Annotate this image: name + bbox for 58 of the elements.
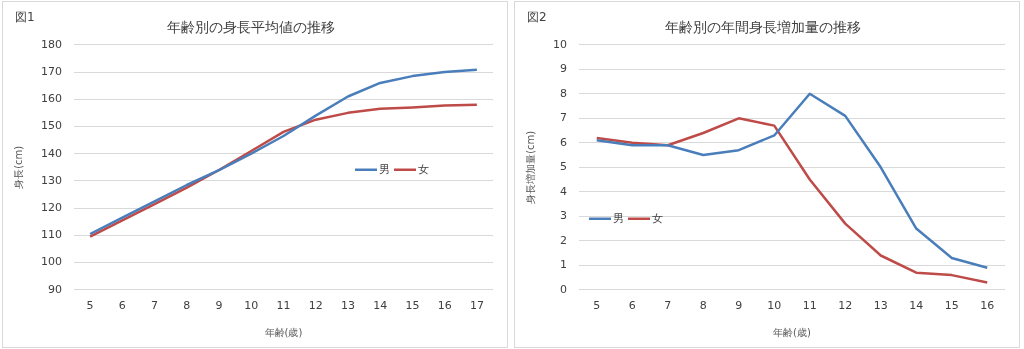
legend-label: 女: [418, 162, 429, 176]
x-tick-label: 8: [699, 299, 707, 313]
y-tick-label: 10: [553, 37, 567, 51]
y-tick-label: 0: [560, 282, 567, 296]
x-tick-label: 12: [308, 299, 323, 313]
x-tick-label: 6: [628, 299, 636, 313]
x-tick-label: 11: [276, 299, 291, 313]
x-tick-label: 16: [980, 299, 995, 313]
y-tick-label: 6: [560, 135, 567, 149]
x-tick-label: 12: [838, 299, 853, 313]
x-tick-label: 13: [873, 299, 888, 313]
legend-label: 男: [613, 211, 624, 225]
y-tick-label: 170: [41, 64, 62, 78]
x-tick-label: 13: [340, 299, 355, 313]
x-tick-label: 11: [802, 299, 817, 313]
y-tick-label: 4: [560, 184, 567, 198]
y-tick-label: 160: [41, 92, 62, 106]
x-tick-label: 8: [183, 299, 191, 313]
x-tick-label: 10: [244, 299, 259, 313]
x-tick-label: 9: [215, 299, 223, 313]
x-tick-label: 7: [151, 299, 159, 313]
x-tick-label: 15: [944, 299, 959, 313]
x-tick-label: 17: [469, 299, 484, 313]
y-tick-label: 3: [560, 209, 567, 223]
y-tick-label: 5: [560, 160, 567, 174]
x-tick-label: 5: [593, 299, 601, 313]
y-tick-label: 140: [41, 146, 62, 160]
y-tick-label: 130: [41, 173, 62, 187]
y-axis-title: 身長増加量(cm): [524, 130, 536, 204]
x-tick-label: 6: [118, 299, 126, 313]
x-tick-label: 14: [909, 299, 924, 313]
x-tick-label: 9: [735, 299, 743, 313]
legend-label: 女: [652, 211, 663, 225]
x-tick-label: 16: [437, 299, 452, 313]
chart-title: 年齢別の身長平均値の推移: [167, 19, 335, 36]
y-tick-label: 8: [560, 86, 567, 100]
y-tick-label: 110: [41, 228, 62, 242]
caption: 図1: [15, 10, 35, 25]
x-tick-label: 5: [86, 299, 94, 313]
chart-title: 年齢別の年間身長増加量の推移: [665, 19, 861, 36]
y-axis-title: 身長(cm): [12, 145, 24, 189]
y-tick-label: 7: [560, 111, 567, 125]
x-axis-title: 年齢(歳): [773, 326, 811, 338]
y-tick-label: 120: [41, 200, 62, 214]
y-tick-label: 180: [41, 37, 62, 51]
y-tick-label: 1: [560, 258, 567, 272]
x-tick-label: 14: [373, 299, 388, 313]
x-tick-label: 10: [767, 299, 782, 313]
caption: 図2: [527, 10, 547, 25]
x-axis-title: 年齢(歳): [264, 326, 303, 338]
y-tick-label: 9: [560, 62, 567, 76]
x-tick-label: 15: [405, 299, 420, 313]
x-tick-label: 7: [664, 299, 672, 313]
legend-label: 男: [379, 162, 390, 176]
y-tick-label: 150: [41, 119, 62, 133]
y-tick-label: 100: [41, 255, 62, 269]
y-tick-label: 2: [560, 233, 567, 247]
y-tick-label: 90: [48, 282, 62, 296]
